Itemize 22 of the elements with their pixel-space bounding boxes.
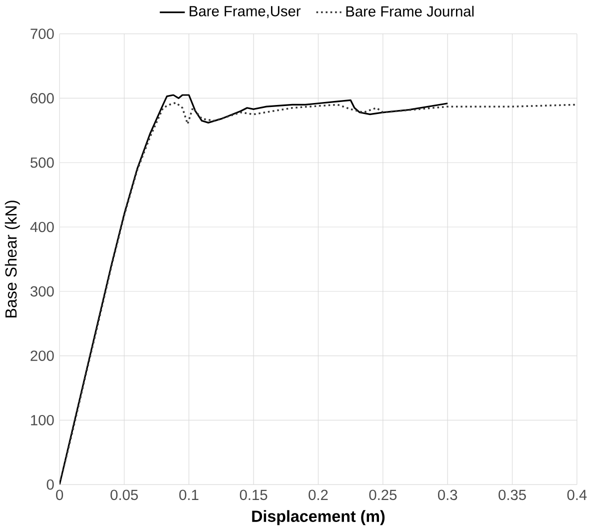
y-axis-title: Base Shear (kN) — [4, 200, 20, 318]
x-tick-label: 0.1 — [179, 490, 198, 500]
x-axis-title: Displacement (m) — [252, 510, 385, 526]
x-tick-label: 0.25 — [369, 490, 397, 500]
legend-label: Bare Frame,User — [190, 6, 301, 18]
x-tick-label: 0.4 — [567, 490, 587, 500]
x-tick-label: 0.35 — [498, 490, 526, 500]
line-series — [60, 102, 577, 485]
x-tick-label: 0.05 — [110, 490, 138, 500]
x-tick-label: 0 — [56, 490, 64, 500]
y-tick-label: 200 — [30, 350, 54, 361]
y-tick-label: 500 — [30, 157, 54, 168]
y-tick-label: 0 — [46, 479, 54, 490]
x-tick-label: 0.15 — [240, 490, 268, 500]
y-tick-label: 400 — [30, 222, 54, 232]
x-tick-label: 0.3 — [438, 490, 458, 500]
y-tick-label: 100 — [31, 414, 54, 426]
y-tick-label: 600 — [30, 93, 54, 104]
y-tick-label: 300 — [30, 286, 54, 297]
x-tick-label: 0.2 — [308, 490, 328, 500]
y-tick-label: 700 — [30, 28, 54, 39]
legend-label: Bare Frame Journal — [346, 6, 474, 17]
